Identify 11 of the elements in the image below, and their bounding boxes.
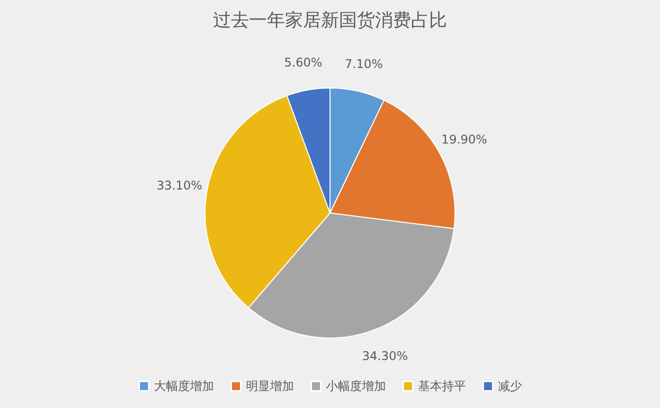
legend-label: 明显增加 (246, 379, 294, 394)
data-label: 5.60% (284, 55, 322, 70)
data-label: 34.30% (362, 348, 408, 363)
legend-label: 小幅度增加 (326, 379, 386, 394)
data-label: 7.10% (344, 56, 383, 71)
data-label: 33.10% (156, 178, 202, 193)
data-label: 19.90% (441, 132, 488, 147)
legend-label: 大幅度增加 (154, 379, 214, 394)
chart-title: 过去一年家居新国货消费占比 (213, 10, 447, 31)
legend-label: 减少 (498, 379, 522, 394)
legend-label: 基本持平 (418, 379, 466, 394)
